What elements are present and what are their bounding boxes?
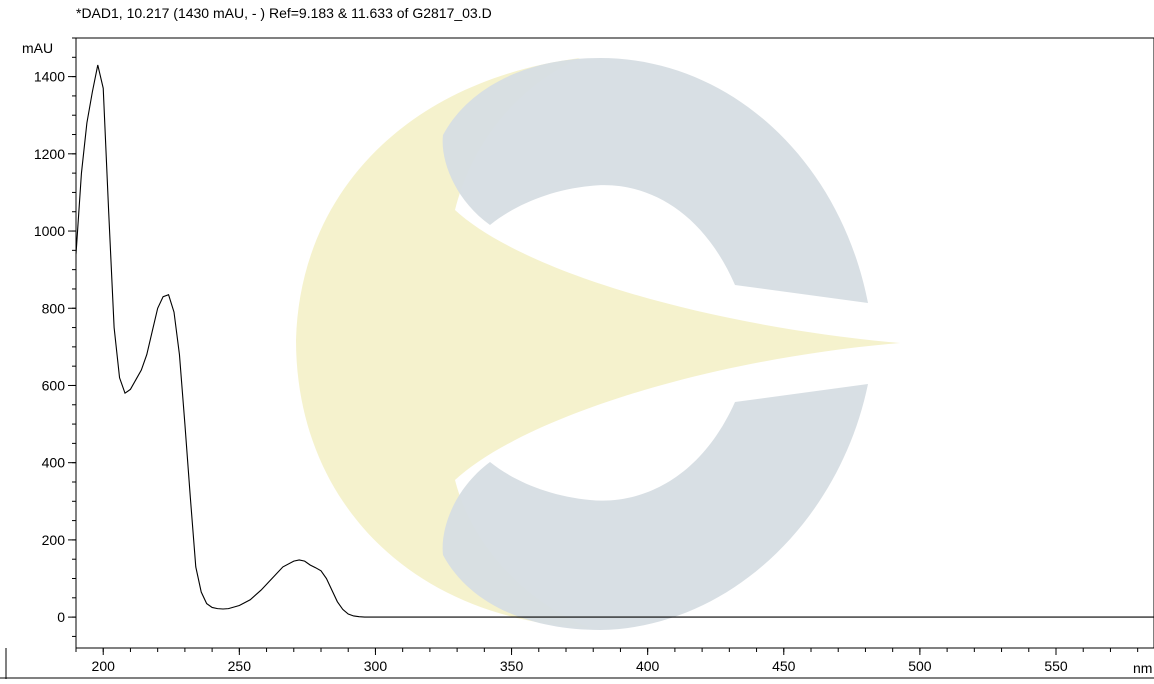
x-tick-label: 450 bbox=[772, 658, 796, 674]
y-tick-label: 600 bbox=[42, 377, 66, 393]
x-tick-label: 400 bbox=[636, 658, 660, 674]
x-axis: 200 250 300 350 400 450 500 550 bbox=[75, 648, 1139, 674]
series-line bbox=[75, 64, 1154, 618]
x-tick-label: 500 bbox=[908, 658, 932, 674]
watermark-logo bbox=[296, 58, 900, 630]
y-tick-label: 200 bbox=[42, 532, 66, 548]
x-tick-label: 250 bbox=[228, 658, 252, 674]
y-tick-label: 800 bbox=[42, 300, 66, 316]
chart-title: *DAD1, 10.217 (1430 mAU, - ) Ref=9.183 &… bbox=[76, 5, 492, 21]
y-tick-label: 1200 bbox=[34, 146, 65, 162]
x-tick-label: 200 bbox=[92, 658, 116, 674]
y-tick-label: 1000 bbox=[34, 223, 65, 239]
x-tick-label: 550 bbox=[1044, 658, 1068, 674]
x-tick-label: 350 bbox=[500, 658, 524, 674]
x-axis-label: nm bbox=[1133, 660, 1152, 676]
watermark-yellow-crescent bbox=[296, 58, 900, 628]
y-tick-label: 1400 bbox=[34, 69, 65, 85]
x-tick-label: 300 bbox=[364, 658, 388, 674]
y-tick-label: 0 bbox=[57, 609, 65, 625]
y-tick-label: 400 bbox=[42, 455, 66, 471]
plot-frame bbox=[75, 37, 1154, 649]
y-axis: 0 200 400 600 800 1000 1200 1400 bbox=[34, 37, 76, 637]
y-axis-label: mAU bbox=[22, 40, 53, 56]
watermark-blue-lower bbox=[442, 384, 868, 630]
watermark-blue-upper bbox=[442, 58, 868, 303]
